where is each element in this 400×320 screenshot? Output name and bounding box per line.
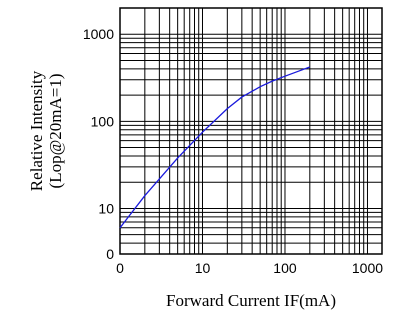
x-axis-label: Forward Current IF(mA) (166, 291, 336, 310)
plot-frame (119, 7, 383, 255)
grid (120, 8, 382, 254)
y-tick-label: 1000 (83, 26, 114, 42)
x-tick-labels: 0 10 100 1000 (116, 260, 383, 276)
y-axis-label-line-1: Relative Intensity (27, 70, 46, 191)
series-layer (119, 66, 311, 229)
series-line (119, 66, 311, 229)
x-tick-label: 10 (195, 260, 211, 276)
x-tick-label: 100 (273, 260, 297, 276)
y-tick-label: 0 (106, 246, 114, 262)
x-tick-label: 1000 (352, 260, 383, 276)
y-tick-labels: 0 10 100 1000 (83, 26, 114, 262)
y-tick-label: 100 (91, 113, 115, 129)
x-tick-label: 0 (116, 260, 124, 276)
y-tick-label: 10 (98, 200, 114, 216)
y-axis-label-line-2: (Lop@20mA=1) (46, 74, 65, 189)
